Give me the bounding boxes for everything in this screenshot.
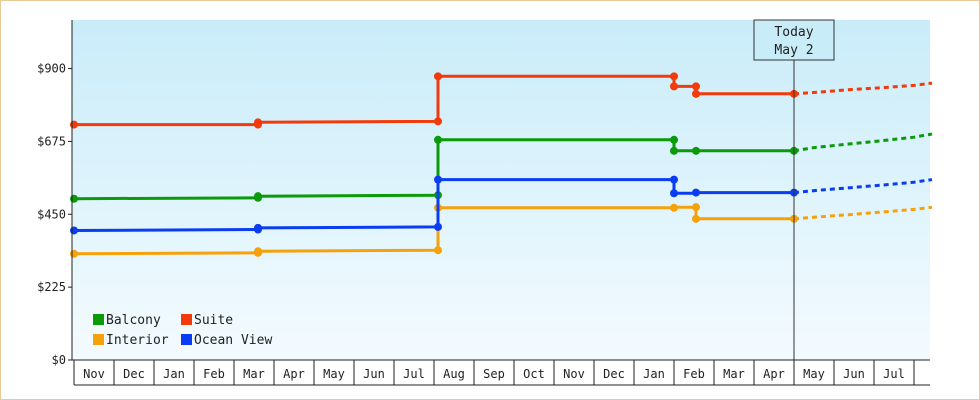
series-point [670,203,678,212]
series-point [692,82,700,91]
series-point [70,226,78,235]
month-label: Apr [763,367,785,381]
series-point [692,146,700,155]
month-label: Jan [163,367,185,381]
series-point [434,117,442,126]
series-point [70,249,78,258]
series-point [692,214,700,223]
series-point [670,72,678,81]
series-point [692,89,700,98]
legend-label: Interior [106,333,169,348]
month-label: Jun [363,367,385,381]
series-point [434,72,442,81]
series-forecast [793,178,933,195]
legend-label: Ocean View [194,333,272,348]
series-point [70,194,78,203]
series-forecast [793,81,933,96]
y-tick-label: $225 [37,280,66,294]
month-label: Jul [403,367,425,381]
today-marker: Today May 2 [753,19,835,360]
month-label: Dec [123,367,145,381]
month-label: May [323,367,345,381]
axes: $0 $225 $450 $675 $900 Nov Dec Jan Feb Mar Apr May J… [37,20,930,386]
legend-swatch [93,334,104,345]
series-point [254,118,262,127]
month-label: Sep [483,367,505,381]
month-label: Jun [843,367,865,381]
month-label: May [803,367,825,381]
series-point [670,146,678,155]
series-point [254,192,262,201]
legend-swatch [181,334,192,345]
series-point [434,175,442,184]
series-point [670,175,678,184]
today-label: Today [774,25,813,40]
series-point [254,247,262,256]
today-date: May 2 [774,43,813,58]
month-label: Nov [563,367,585,381]
series-point [434,246,442,255]
series-forecast [793,205,933,221]
y-tick-label: $0 [52,353,66,367]
month-label: Jan [643,367,665,381]
series-point [434,222,442,231]
series-point [254,223,262,232]
series-point [670,189,678,198]
y-tick-label: $450 [37,207,66,221]
series-point [670,82,678,91]
month-label: Aug [443,367,465,381]
series-point [670,135,678,144]
month-label: Feb [683,367,705,381]
month-label: Apr [283,367,305,381]
plot-area [72,20,930,360]
series-point [692,188,700,197]
month-label: Nov [83,367,105,381]
legend-swatch [93,314,104,325]
series-point [70,120,78,129]
month-label: Oct [523,367,545,381]
today-box [753,19,835,61]
y-tick-label: $675 [37,134,66,148]
series-point [692,203,700,212]
legend: Balcony Suite Interior Ocean View [93,313,272,348]
legend-label: Suite [194,313,233,328]
legend-label: Balcony [106,313,161,328]
y-tick-label: $900 [37,62,66,76]
legend-swatch [181,314,192,325]
series-lines [70,72,933,258]
month-label: Jul [883,367,905,381]
month-label: Mar [723,367,745,381]
series-point [434,135,442,144]
month-label: Dec [603,367,625,381]
month-label: Feb [203,367,225,381]
month-label: Mar [243,367,265,381]
